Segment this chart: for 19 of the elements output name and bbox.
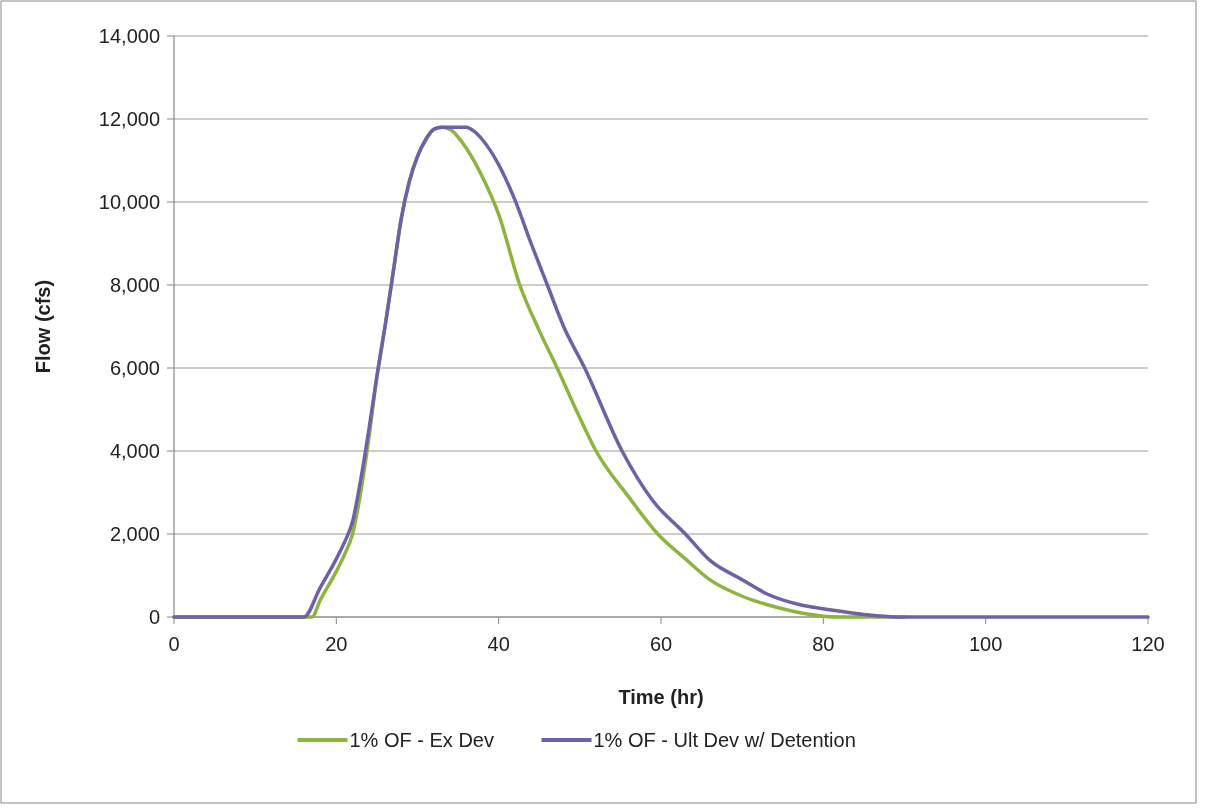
x-tick-label: 100 (968, 633, 1003, 655)
x-axis-title: Time (hr) (618, 686, 704, 708)
x-tick-label: 20 (325, 633, 348, 655)
x-tick-label: 40 (487, 633, 510, 655)
y-axis-title: Flow (cfs) (32, 279, 54, 374)
y-tick-label: 14,000 (98, 25, 160, 47)
y-tick-label: 10,000 (98, 191, 160, 213)
x-tick-label: 80 (812, 633, 835, 655)
y-tick-label: 0 (148, 606, 160, 628)
y-tick-label: 8,000 (109, 274, 160, 296)
legend-label: 1% OF - Ex Dev (349, 729, 494, 751)
x-tick-label: 60 (649, 633, 673, 655)
y-tick-label: 4,000 (109, 440, 160, 462)
x-tick-label: 0 (168, 633, 180, 655)
x-tick-label: 120 (1131, 633, 1165, 655)
legend-label: 1% OF - Ult Dev w/ Detention (593, 729, 856, 751)
y-tick-label: 12,000 (98, 108, 160, 130)
y-tick-label: 6,000 (109, 357, 160, 379)
y-tick-label: 2,000 (109, 523, 160, 545)
